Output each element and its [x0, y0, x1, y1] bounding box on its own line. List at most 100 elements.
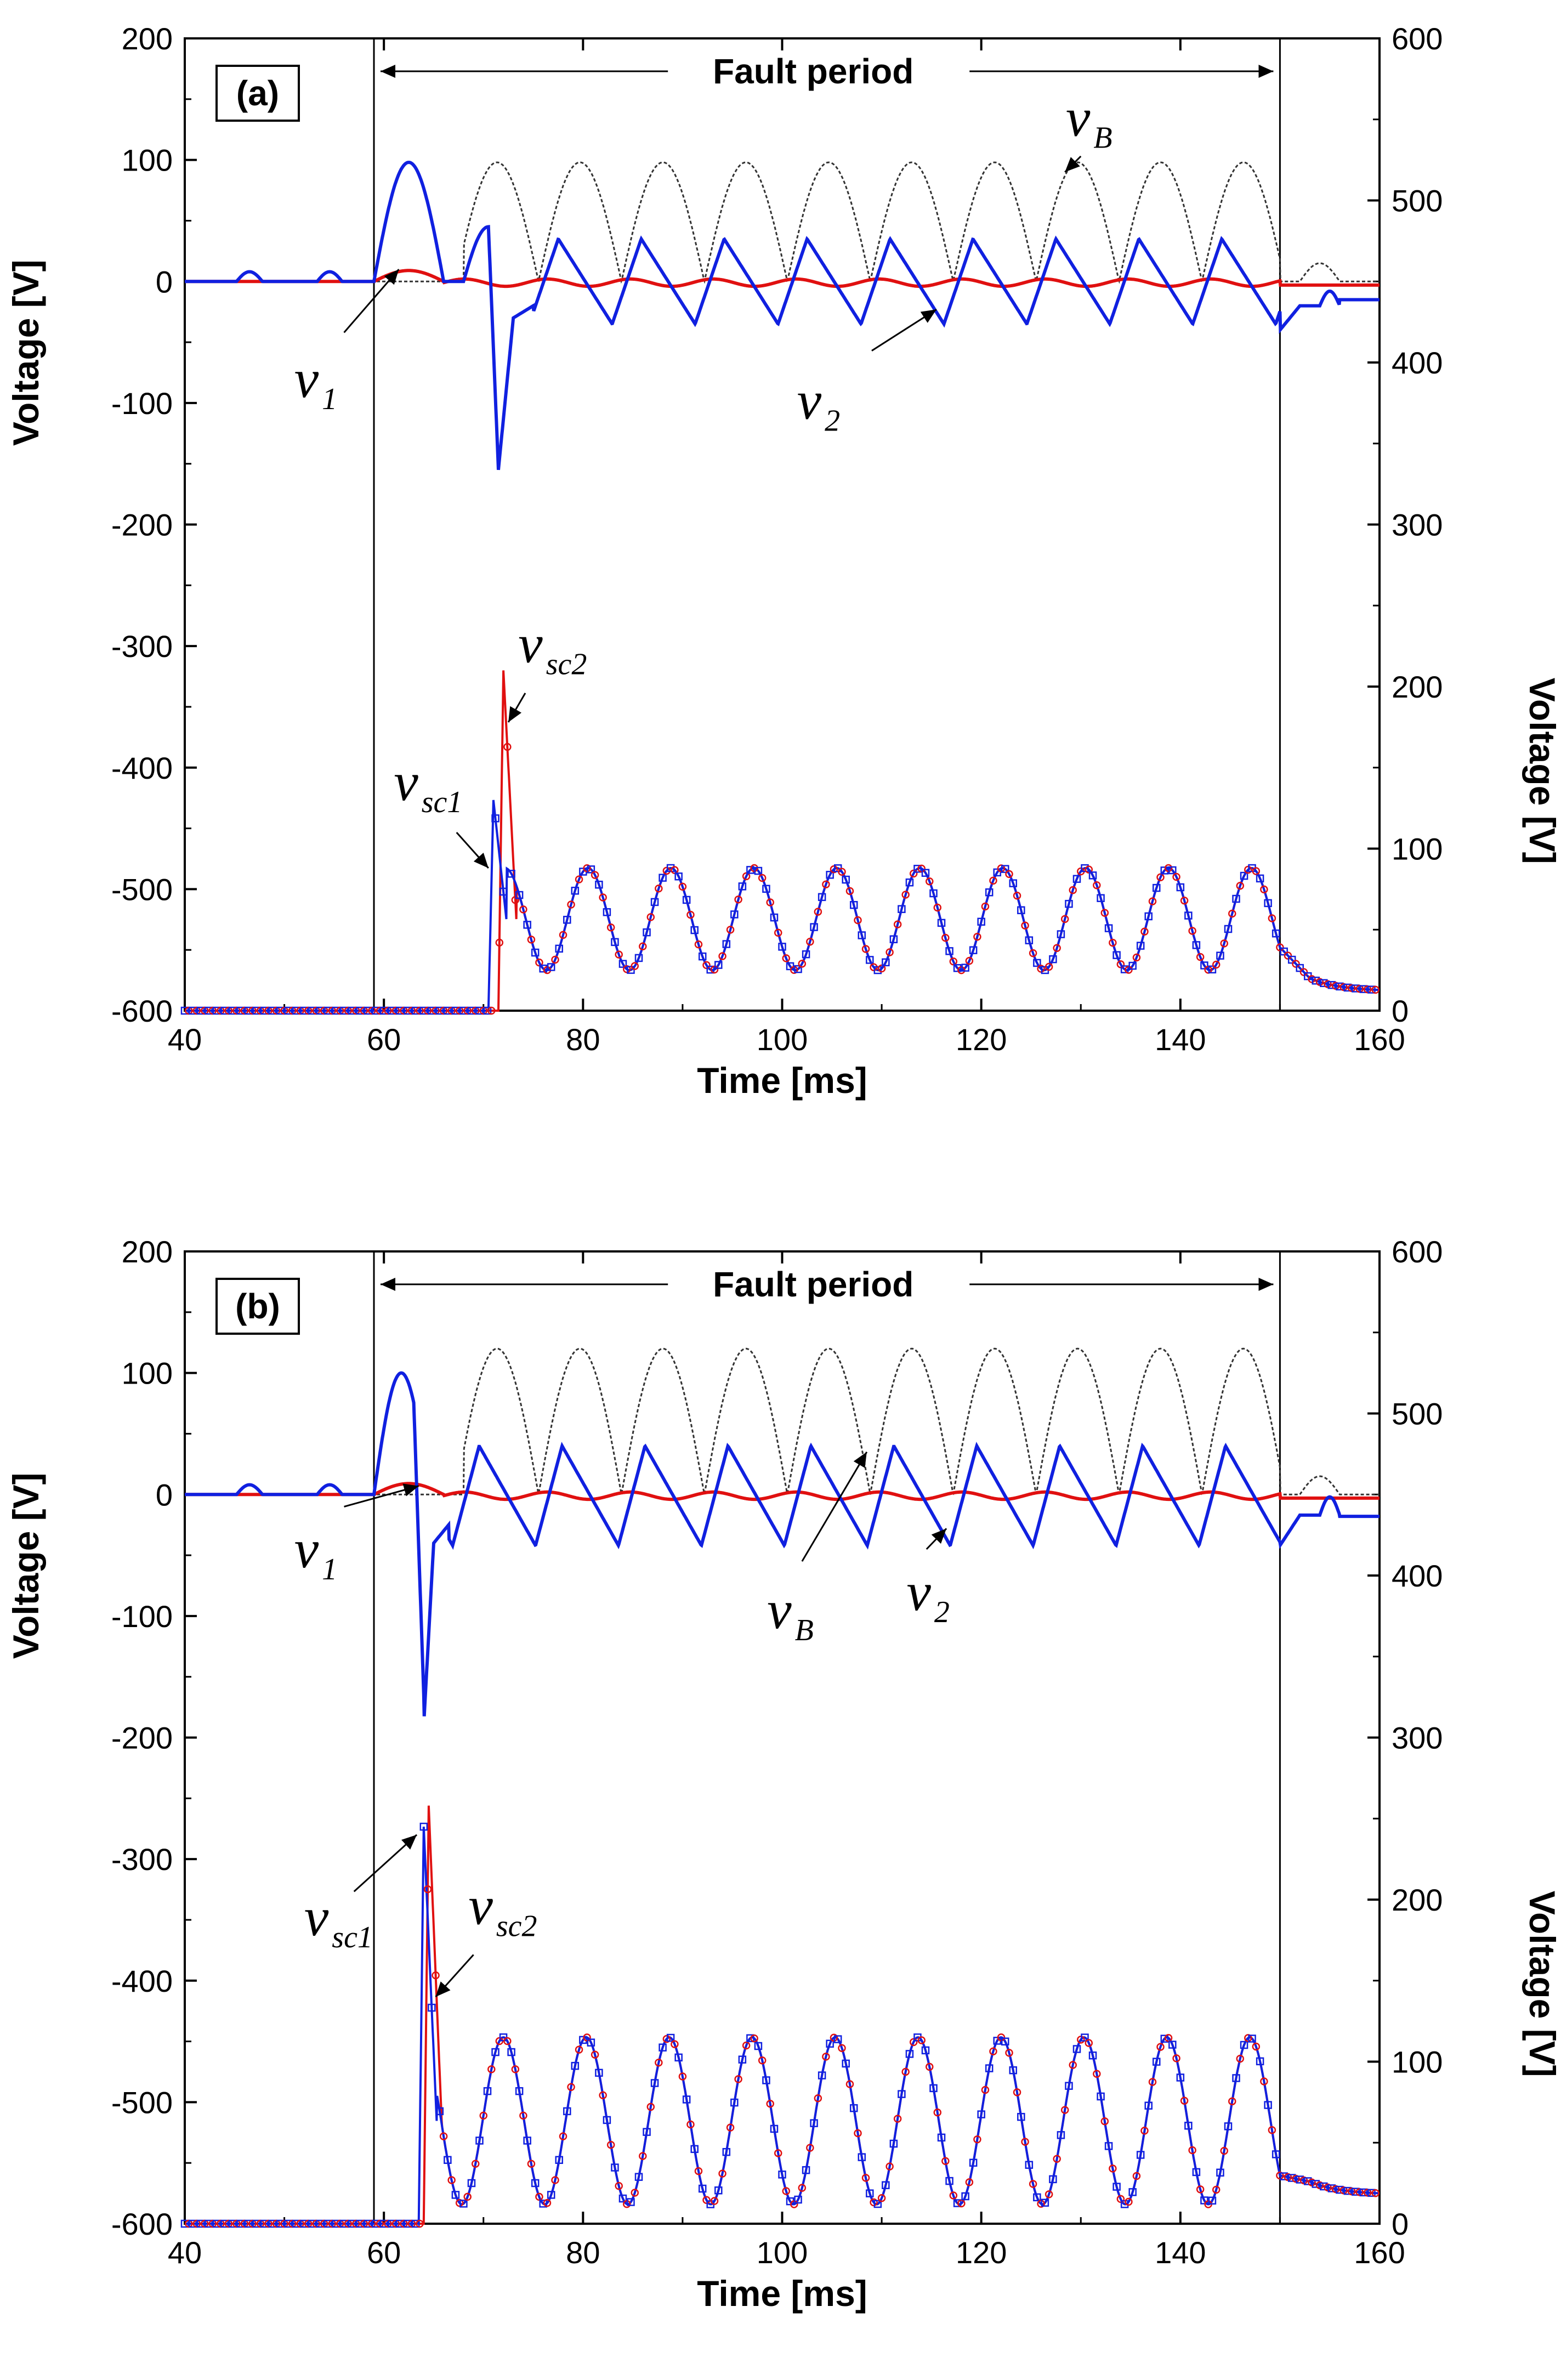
series-vsc1-marker [189, 2219, 197, 2228]
y-left-tick-label: 100 [122, 1356, 173, 1391]
series-vsc1-marker [563, 916, 571, 924]
x-tick-label: 100 [757, 1022, 808, 1057]
series-vsc2-marker [1268, 2126, 1276, 2134]
series-vsc1-marker [722, 940, 731, 948]
series-vsc2-marker [376, 1006, 384, 1015]
series-vsc2-marker [384, 2219, 392, 2228]
series-vsc2-marker [400, 2219, 408, 2228]
series-vsc2-marker [360, 1006, 368, 1015]
series-vsc2-marker [304, 2219, 313, 2228]
series-vsc2-marker [1299, 2176, 1308, 2185]
series-vsc2-marker [909, 869, 918, 878]
series-vsc1-marker [1280, 2172, 1288, 2180]
y-right-tick-label: 200 [1392, 670, 1443, 704]
series-vsc2-marker [1140, 927, 1149, 936]
series-vsc1-marker [898, 2090, 906, 2098]
series-vsc1-marker [993, 868, 1001, 877]
series-vsc1-marker [873, 2200, 882, 2208]
series-vsc1-marker [818, 2071, 826, 2079]
series-vsc1-marker [1120, 965, 1129, 973]
series-vsc1-marker [372, 1006, 380, 1015]
series-vsc2-marker [885, 2162, 894, 2171]
series-vsc2-marker [217, 1006, 225, 1015]
series-vsc2-marker [479, 2111, 487, 2120]
series-vsc1-marker [882, 2181, 890, 2189]
series-vsc2-marker [543, 2198, 552, 2207]
series-vsc1-marker [1065, 2082, 1073, 2090]
series-vsc2-marker [527, 2160, 536, 2168]
series-vsc1-marker [587, 865, 595, 874]
series-vsc1-marker [300, 2219, 309, 2228]
series-vsc1-marker [276, 2219, 285, 2228]
series-vsc2-marker [1164, 2034, 1173, 2042]
series-vsc2-marker [352, 1006, 360, 1015]
series-vsc1-marker [826, 2039, 834, 2048]
series-vsc2-marker [1315, 2181, 1324, 2190]
v1-arrow [343, 269, 400, 333]
series-v1-line [185, 1482, 1380, 1501]
series-vsc1-marker [379, 1006, 388, 1015]
series-vsc1-marker [618, 2194, 627, 2203]
x-tick-label: 160 [1354, 2235, 1405, 2270]
y-right-tick-label: 600 [1392, 1234, 1443, 1269]
y-right-tick-label: 100 [1392, 832, 1443, 866]
series-vsc1-marker [921, 869, 930, 877]
series-vsc1-marker [404, 1006, 412, 1015]
series-vsc2-marker [471, 1006, 480, 1015]
series-vsc1-marker [706, 965, 715, 974]
series-vsc1-marker [1049, 955, 1057, 964]
series-vsc2-marker [901, 2067, 910, 2076]
series-vsc2-marker [232, 1006, 241, 1015]
y-left-tick-label: -300 [111, 629, 173, 664]
series-vsc1-marker [666, 864, 675, 872]
series-vsc2-marker [288, 2219, 297, 2228]
series-vsc1-marker [1112, 2183, 1121, 2191]
series-vsc2-marker [702, 961, 711, 970]
series-vsc2-marker [814, 2094, 822, 2103]
series-vsc2-marker [790, 966, 798, 974]
series-vsc1-marker [1192, 2168, 1201, 2177]
series-vsc1-marker [1128, 961, 1137, 970]
series-vsc1-marker [212, 2219, 221, 2228]
series-vsc2-marker [416, 2219, 424, 2228]
series-vsc1-marker [945, 947, 953, 955]
series-vsc2-line [185, 1805, 1380, 2225]
series-vsc2-marker [742, 2041, 751, 2050]
series-vsc2-marker [854, 916, 862, 925]
series-vsc1-marker [459, 2200, 468, 2208]
series-vsc2-marker [328, 1006, 336, 1015]
series-vsc2-marker [360, 2219, 368, 2228]
y-left-tick-label: -200 [111, 508, 173, 542]
series-vsc1-marker [228, 1006, 237, 1015]
series-vsc1-marker [634, 954, 643, 962]
series-vsc2-marker [861, 2174, 870, 2182]
series-vsc1-marker [690, 926, 699, 934]
series-vsc2-marker [877, 964, 886, 973]
series-vsc2-marker [599, 2091, 607, 2100]
series-vsc2-marker [201, 1006, 209, 1015]
series-vsc2-marker [909, 2038, 918, 2047]
series-vsc1-marker [1112, 951, 1121, 959]
series-vsc2-marker [1236, 2054, 1245, 2063]
series-vsc1-marker [1336, 982, 1344, 991]
series-vsc1-marker [1001, 865, 1009, 873]
x-tick-label: 40 [168, 1022, 202, 1057]
series-vsc2-marker [1093, 2070, 1101, 2078]
series-vsc1-marker [866, 956, 874, 964]
series-vsc2-marker [718, 2169, 726, 2178]
series-vsc1-marker [332, 2219, 340, 2228]
series-vsc2-marker [224, 1006, 233, 1015]
series-vsc1-marker [1041, 2198, 1049, 2207]
series-vsc1-marker [332, 1006, 340, 1015]
series-vsc2-marker [1188, 2146, 1196, 2155]
series-vsc2-marker [1339, 2186, 1348, 2195]
series-vsc1-marker [953, 964, 962, 972]
y-right-tick-label: 300 [1392, 1721, 1443, 1755]
series-vsc1-marker [905, 2050, 914, 2058]
series-vsc2-marker [1069, 886, 1077, 894]
series-vsc1-marker [395, 1006, 404, 1015]
series-vsc2-marker [861, 945, 870, 953]
series-vsc1-marker [898, 905, 906, 913]
series-vsc2-marker [941, 933, 950, 942]
